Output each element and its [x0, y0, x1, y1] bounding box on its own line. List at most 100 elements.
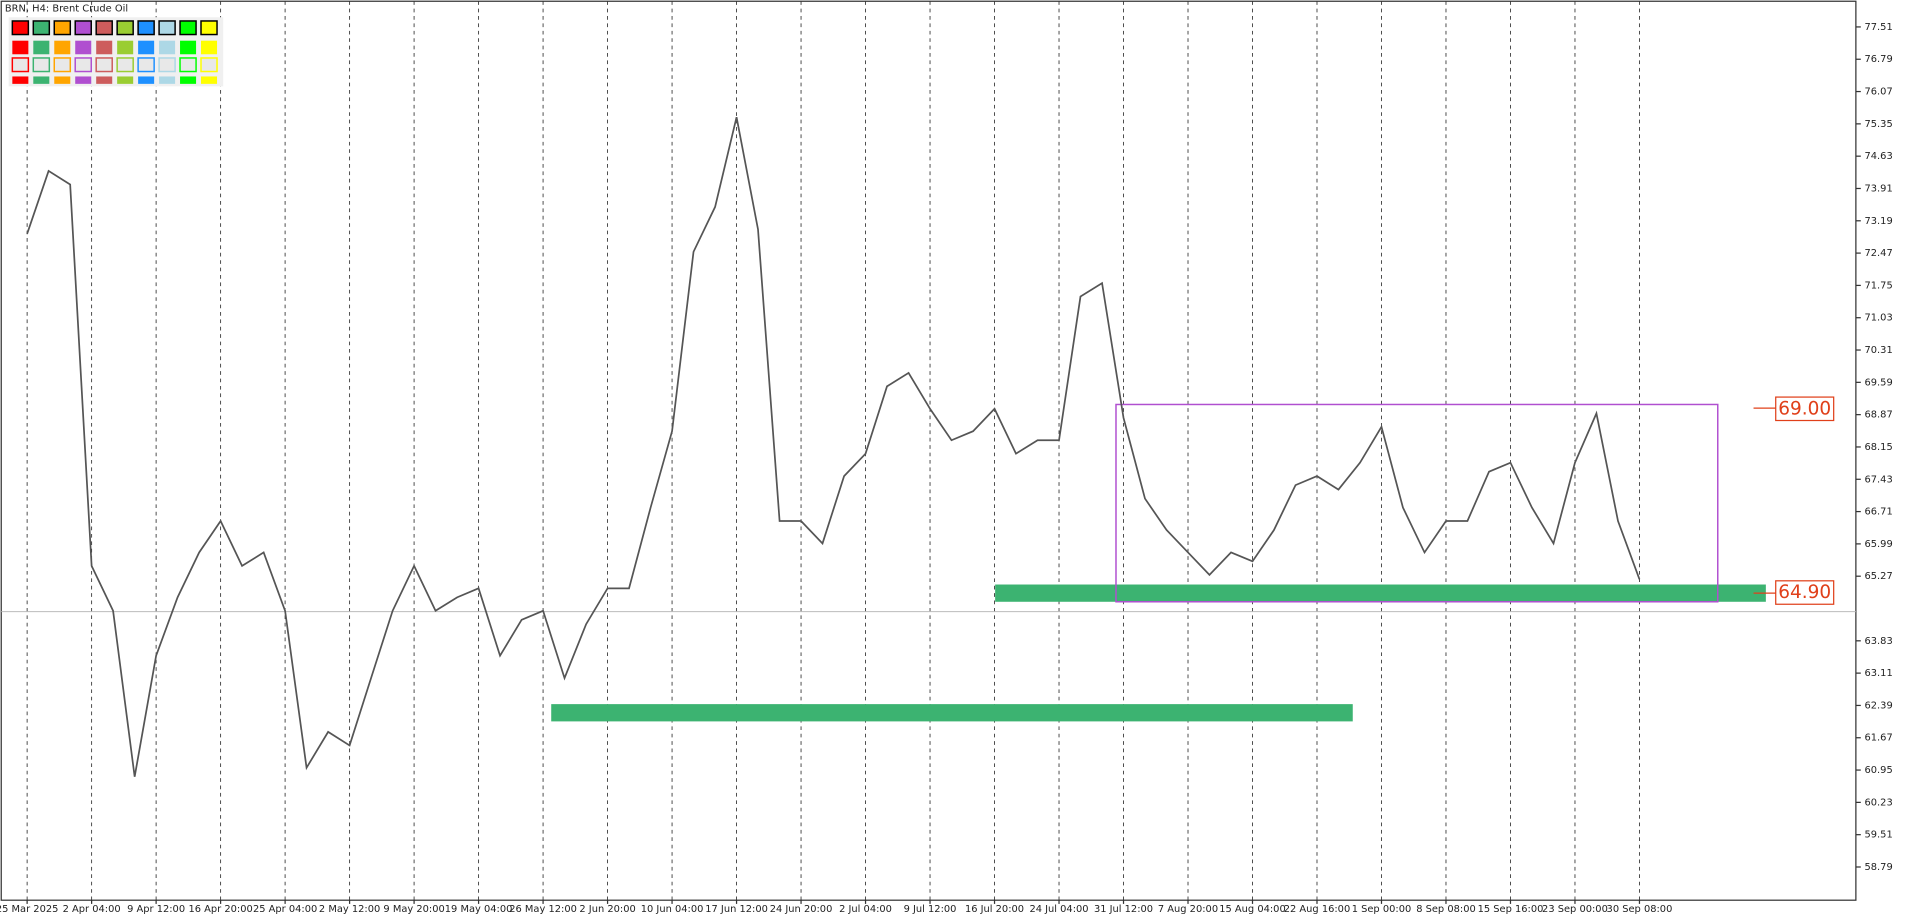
y-tick-label: 66.71 — [1865, 507, 1893, 518]
y-tick-label: 68.15 — [1865, 442, 1893, 453]
palette-swatch — [200, 57, 218, 73]
palette-swatch — [201, 40, 218, 55]
x-tick-label: 2 Apr 04:00 — [63, 904, 121, 915]
x-tick-label: 7 Aug 20:00 — [1158, 904, 1218, 915]
x-tick-label: 10 Jun 04:00 — [641, 904, 704, 915]
palette-swatch — [180, 40, 197, 55]
palette-swatch — [54, 76, 71, 84]
range-box — [1115, 403, 1719, 603]
y-tick-label: 68.87 — [1865, 410, 1893, 421]
y-tick-label: 67.43 — [1865, 474, 1893, 485]
palette-swatch — [95, 57, 113, 73]
level-box — [1775, 580, 1835, 605]
palette-swatch — [75, 76, 92, 84]
x-tick-label: 9 May 20:00 — [383, 904, 444, 915]
level-box — [1775, 396, 1835, 422]
y-tick-label: 60.23 — [1865, 797, 1893, 808]
y-tick-label: 62.39 — [1865, 700, 1893, 711]
y-tick-label: 65.27 — [1865, 571, 1893, 582]
y-tick-label: 65.99 — [1865, 539, 1893, 550]
palette-swatch — [96, 76, 113, 84]
x-tick-label: 1 Sep 00:00 — [1352, 904, 1412, 915]
palette-swatch — [201, 76, 218, 84]
x-tick-label: 15 Sep 16:00 — [1478, 904, 1544, 915]
palette-swatch — [117, 76, 134, 84]
palette-swatch — [53, 20, 72, 36]
x-tick-label: 16 Apr 20:00 — [188, 904, 252, 915]
palette-swatch — [33, 40, 50, 55]
palette-swatch — [158, 20, 176, 36]
y-tick-label: 63.11 — [1865, 668, 1893, 679]
y-tick-label: 63.83 — [1865, 636, 1893, 647]
x-tick-label: 19 May 04:00 — [445, 904, 513, 915]
y-tick-label: 73.91 — [1865, 183, 1893, 194]
palette-swatch — [200, 20, 218, 36]
x-tick-label: 2 Jul 04:00 — [839, 904, 892, 915]
y-tick-label: 73.19 — [1865, 216, 1893, 227]
palette-swatch — [179, 57, 197, 73]
palette-swatch — [180, 76, 197, 84]
x-tick-label: 9 Jul 12:00 — [904, 904, 957, 915]
y-tick-label: 59.51 — [1865, 830, 1893, 841]
palette-swatch — [138, 76, 155, 84]
x-tick-label: 9 Apr 12:00 — [127, 904, 185, 915]
y-tick-label: 71.75 — [1865, 280, 1893, 291]
palette-swatch — [12, 76, 29, 84]
palette-swatch — [159, 76, 176, 84]
x-tick-label: 16 Jul 20:00 — [965, 904, 1024, 915]
x-tick-label: 17 Jun 12:00 — [705, 904, 768, 915]
y-tick-label: 70.31 — [1865, 345, 1893, 356]
x-tick-label: 25 Mar 2025 — [0, 904, 58, 915]
palette-swatch — [159, 40, 176, 55]
palette-swatch — [33, 76, 50, 84]
palette-swatch — [138, 40, 155, 55]
y-tick-label: 72.47 — [1865, 248, 1893, 259]
palette-swatch — [74, 20, 92, 36]
support-zone — [551, 704, 1353, 722]
y-tick-label: 77.51 — [1865, 22, 1893, 33]
palette-swatch — [137, 20, 155, 36]
palette-swatch — [116, 57, 134, 73]
y-tick-label: 71.03 — [1865, 313, 1893, 324]
palette-swatch — [12, 40, 29, 55]
x-tick-label: 2 Jun 20:00 — [579, 904, 635, 915]
price-line — [26, 116, 1641, 777]
y-tick-label: 74.63 — [1865, 151, 1893, 162]
x-tick-label: 8 Sep 08:00 — [1416, 904, 1476, 915]
x-tick-label: 25 Apr 04:00 — [253, 904, 317, 915]
support-zone — [995, 584, 1766, 602]
x-tick-label: 15 Aug 04:00 — [1219, 904, 1285, 915]
y-tick-label: 76.07 — [1865, 87, 1893, 98]
palette-swatch — [117, 40, 134, 55]
x-tick-label: 24 Jul 04:00 — [1029, 904, 1088, 915]
level-label: 69.00 — [1778, 398, 1831, 419]
palette-swatch — [11, 57, 30, 73]
plot-frame — [0, 0, 1857, 901]
x-tick-label: 22 Aug 16:00 — [1284, 904, 1350, 915]
x-tick-label: 24 Jun 20:00 — [770, 904, 833, 915]
x-tick-label: 2 May 12:00 — [319, 904, 380, 915]
palette-swatch — [32, 57, 51, 73]
palette-swatch — [179, 20, 197, 36]
grid — [26, 1, 1640, 901]
palette-swatch — [32, 20, 51, 36]
palette-swatch — [137, 57, 155, 73]
palette-swatch — [11, 20, 30, 36]
level-label: 64.90 — [1778, 582, 1831, 603]
y-tick-label: 75.35 — [1865, 119, 1893, 130]
y-tick-label: 58.79 — [1865, 862, 1893, 873]
x-tick-label: 23 Sep 00:00 — [1542, 904, 1608, 915]
y-tick-label: 76.79 — [1865, 54, 1893, 65]
x-tick-label: 26 May 12:00 — [509, 904, 577, 915]
palette-swatch — [96, 40, 113, 55]
y-tick-label: 60.95 — [1865, 765, 1893, 776]
palette-swatch — [95, 20, 113, 36]
x-tick-label: 30 Sep 08:00 — [1607, 904, 1673, 915]
chart-title: BRN, H4: Brent Crude Oil — [5, 4, 128, 15]
palette-swatch — [158, 57, 176, 73]
palette-swatch — [54, 40, 71, 55]
palette-swatch — [74, 57, 92, 73]
x-tick-label: 31 Jul 12:00 — [1094, 904, 1153, 915]
